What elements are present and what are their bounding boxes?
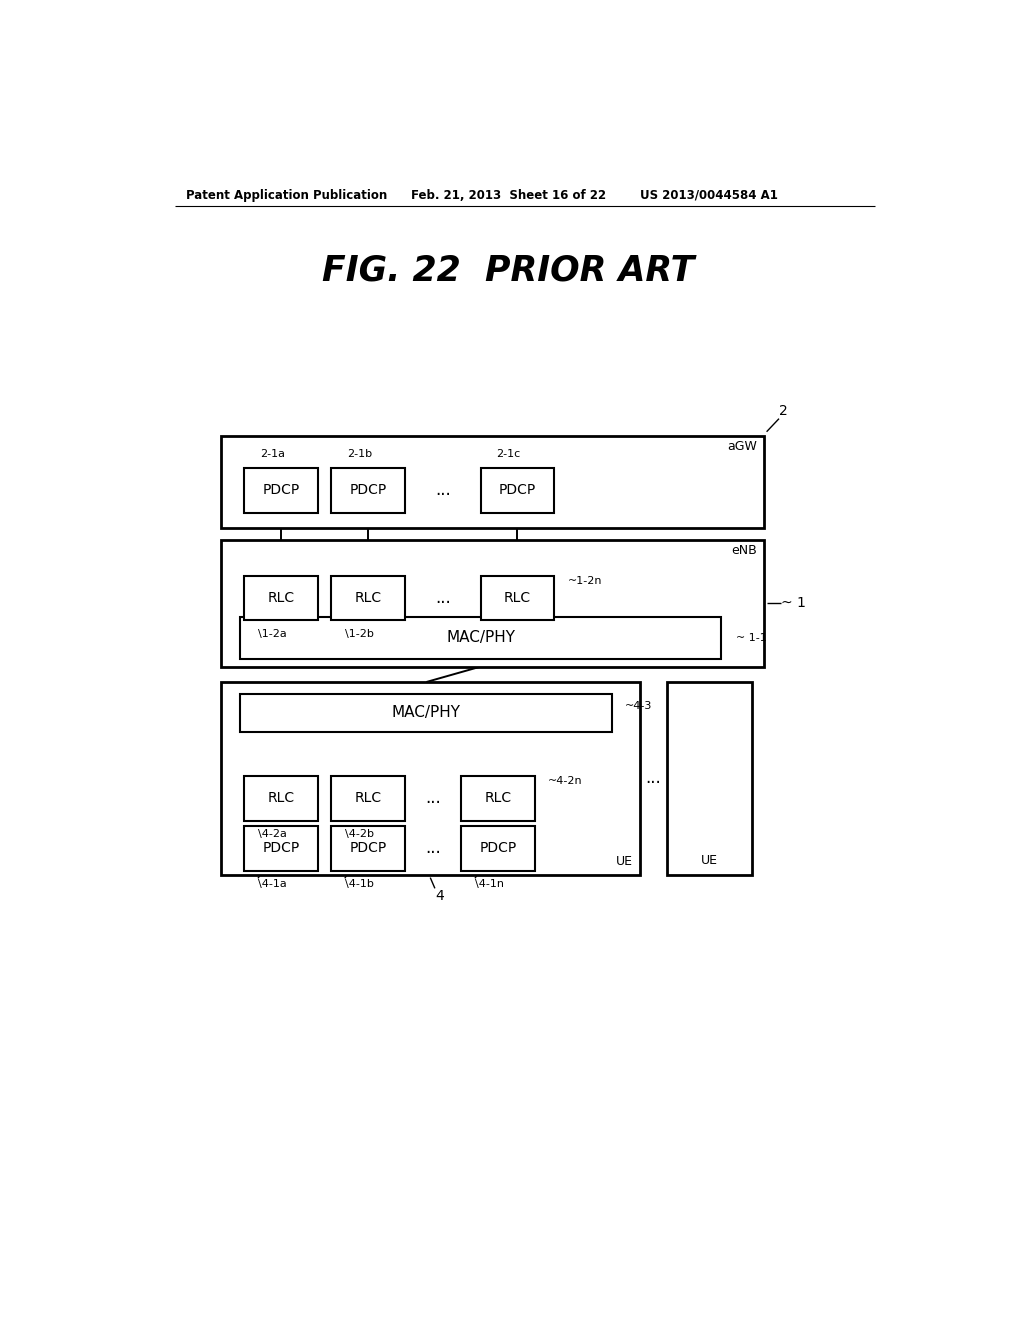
Bar [245, 576, 317, 620]
Text: PDCP: PDCP [349, 841, 386, 855]
Bar [221, 540, 764, 667]
Text: ...: ... [645, 770, 660, 787]
Text: 2-1a: 2-1a [260, 450, 286, 459]
Text: RLC: RLC [267, 791, 295, 805]
Text: 4: 4 [435, 890, 443, 903]
Text: RLC: RLC [484, 791, 512, 805]
Text: RLC: RLC [504, 591, 531, 605]
Text: ~4-3: ~4-3 [625, 701, 652, 711]
Text: Patent Application Publication: Patent Application Publication [186, 189, 387, 202]
Bar [241, 616, 721, 659]
Bar [331, 576, 404, 620]
Bar [245, 826, 317, 871]
Bar [667, 682, 752, 875]
Text: RLC: RLC [354, 791, 381, 805]
Text: ~4-2n: ~4-2n [548, 776, 583, 787]
Text: \4-1n: \4-1n [475, 879, 504, 890]
Text: eNB: eNB [731, 544, 758, 557]
Text: US 2013/0044584 A1: US 2013/0044584 A1 [640, 189, 777, 202]
Bar [245, 469, 317, 512]
Bar [331, 826, 404, 871]
Text: ~ 1-1: ~ 1-1 [735, 632, 766, 643]
Bar [331, 776, 404, 821]
Text: aGW: aGW [727, 441, 758, 453]
Bar [245, 776, 317, 821]
Text: 2-1b: 2-1b [347, 450, 372, 459]
Bar [480, 576, 554, 620]
Text: MAC/PHY: MAC/PHY [392, 705, 461, 721]
Bar [221, 682, 640, 875]
Text: ...: ... [425, 840, 441, 857]
Text: 2-1c: 2-1c [497, 450, 521, 459]
Text: PDCP: PDCP [499, 483, 536, 498]
Bar [221, 436, 764, 528]
Text: \1-2b: \1-2b [345, 628, 374, 639]
Text: ~ 1: ~ 1 [780, 597, 806, 610]
Text: RLC: RLC [267, 591, 295, 605]
Text: \4-2a: \4-2a [258, 829, 287, 840]
Text: Feb. 21, 2013  Sheet 16 of 22: Feb. 21, 2013 Sheet 16 of 22 [411, 189, 606, 202]
Text: UE: UE [616, 855, 633, 869]
Text: RLC: RLC [354, 591, 381, 605]
Text: PDCP: PDCP [349, 483, 386, 498]
Bar [461, 826, 535, 871]
Bar [331, 469, 404, 512]
Text: FIG. 22  PRIOR ART: FIG. 22 PRIOR ART [322, 253, 694, 286]
Text: PDCP: PDCP [262, 483, 300, 498]
Text: \4-1b: \4-1b [345, 879, 374, 890]
Text: ...: ... [435, 482, 451, 499]
Text: ...: ... [425, 789, 441, 808]
Text: ...: ... [435, 589, 451, 607]
Bar [461, 776, 535, 821]
Text: \4-2b: \4-2b [345, 829, 374, 840]
Text: \1-2a: \1-2a [258, 628, 287, 639]
Text: 2: 2 [779, 404, 787, 418]
Text: UE: UE [700, 854, 718, 867]
Text: PDCP: PDCP [479, 841, 517, 855]
Text: MAC/PHY: MAC/PHY [446, 630, 515, 645]
Text: ~1-2n: ~1-2n [567, 576, 602, 586]
Bar [480, 469, 554, 512]
Bar [241, 693, 612, 733]
Text: \4-1a: \4-1a [258, 879, 287, 890]
Text: PDCP: PDCP [262, 841, 300, 855]
